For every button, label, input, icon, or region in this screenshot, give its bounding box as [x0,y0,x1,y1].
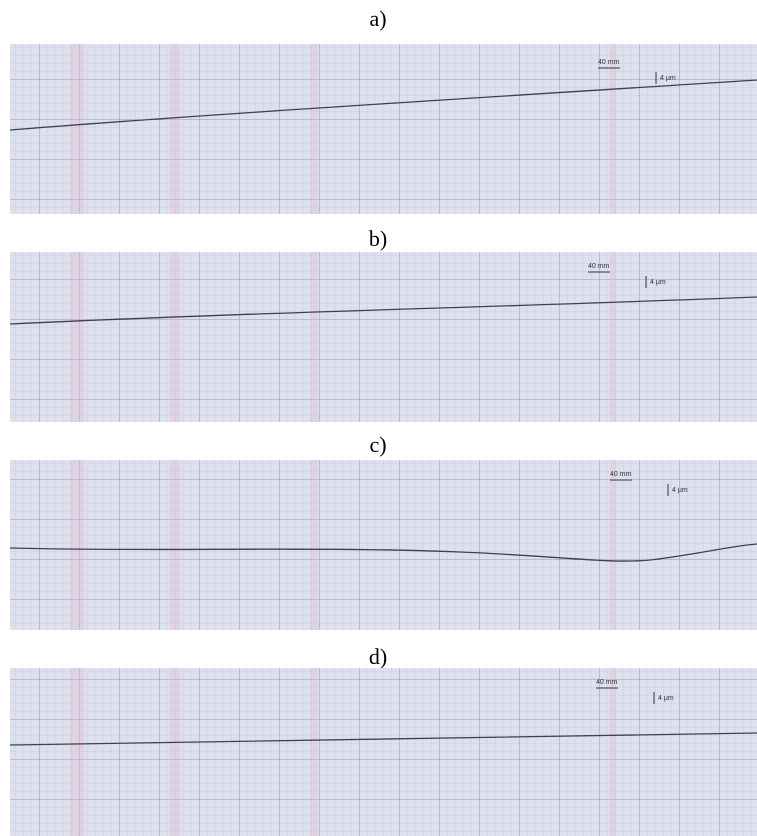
chart-paper [10,460,757,630]
paper-band [610,44,616,214]
paper-band [170,44,180,214]
panel: d) 40 mm 4 μm [10,644,757,836]
panel: a) 40 mm 4 μm [10,6,757,214]
paper-band [70,668,84,836]
paper-band [610,460,616,630]
paper-band [170,460,180,630]
paper-band [610,668,616,836]
chart-paper [10,668,757,836]
figure: a) 40 mm 4 μm b) 40 mm 4 μm c) 40 mm 4 μm d) 40 mm… [0,0,757,836]
scale-x-label: 40 mm [596,679,618,686]
panel-label: d) [369,644,387,669]
scale-x-label: 40 mm [610,471,632,478]
paper-band [310,460,318,630]
panel-label: a) [369,6,386,31]
paper-band [70,460,84,630]
paper-band [310,44,318,214]
paper-band [170,252,180,422]
paper-band [170,668,180,836]
panel-label: c) [369,432,386,457]
chart-paper [10,44,757,214]
scale-y-label: 4 μm [658,695,674,702]
scale-x-label: 40 mm [588,263,610,270]
panel: b) 40 mm 4 μm [10,226,757,422]
paper-band [70,44,84,214]
paper-band [70,252,84,422]
chart-paper [10,252,757,422]
scale-x-label: 40 mm [598,59,620,66]
paper-band [310,668,318,836]
scale-y-label: 4 μm [660,75,676,82]
panel: c) 40 mm 4 μm [10,432,757,630]
scale-y-label: 4 μm [672,487,688,494]
panel-label: b) [369,226,387,251]
paper-band [610,252,616,422]
paper-band [310,252,318,422]
scale-y-label: 4 μm [650,279,666,286]
